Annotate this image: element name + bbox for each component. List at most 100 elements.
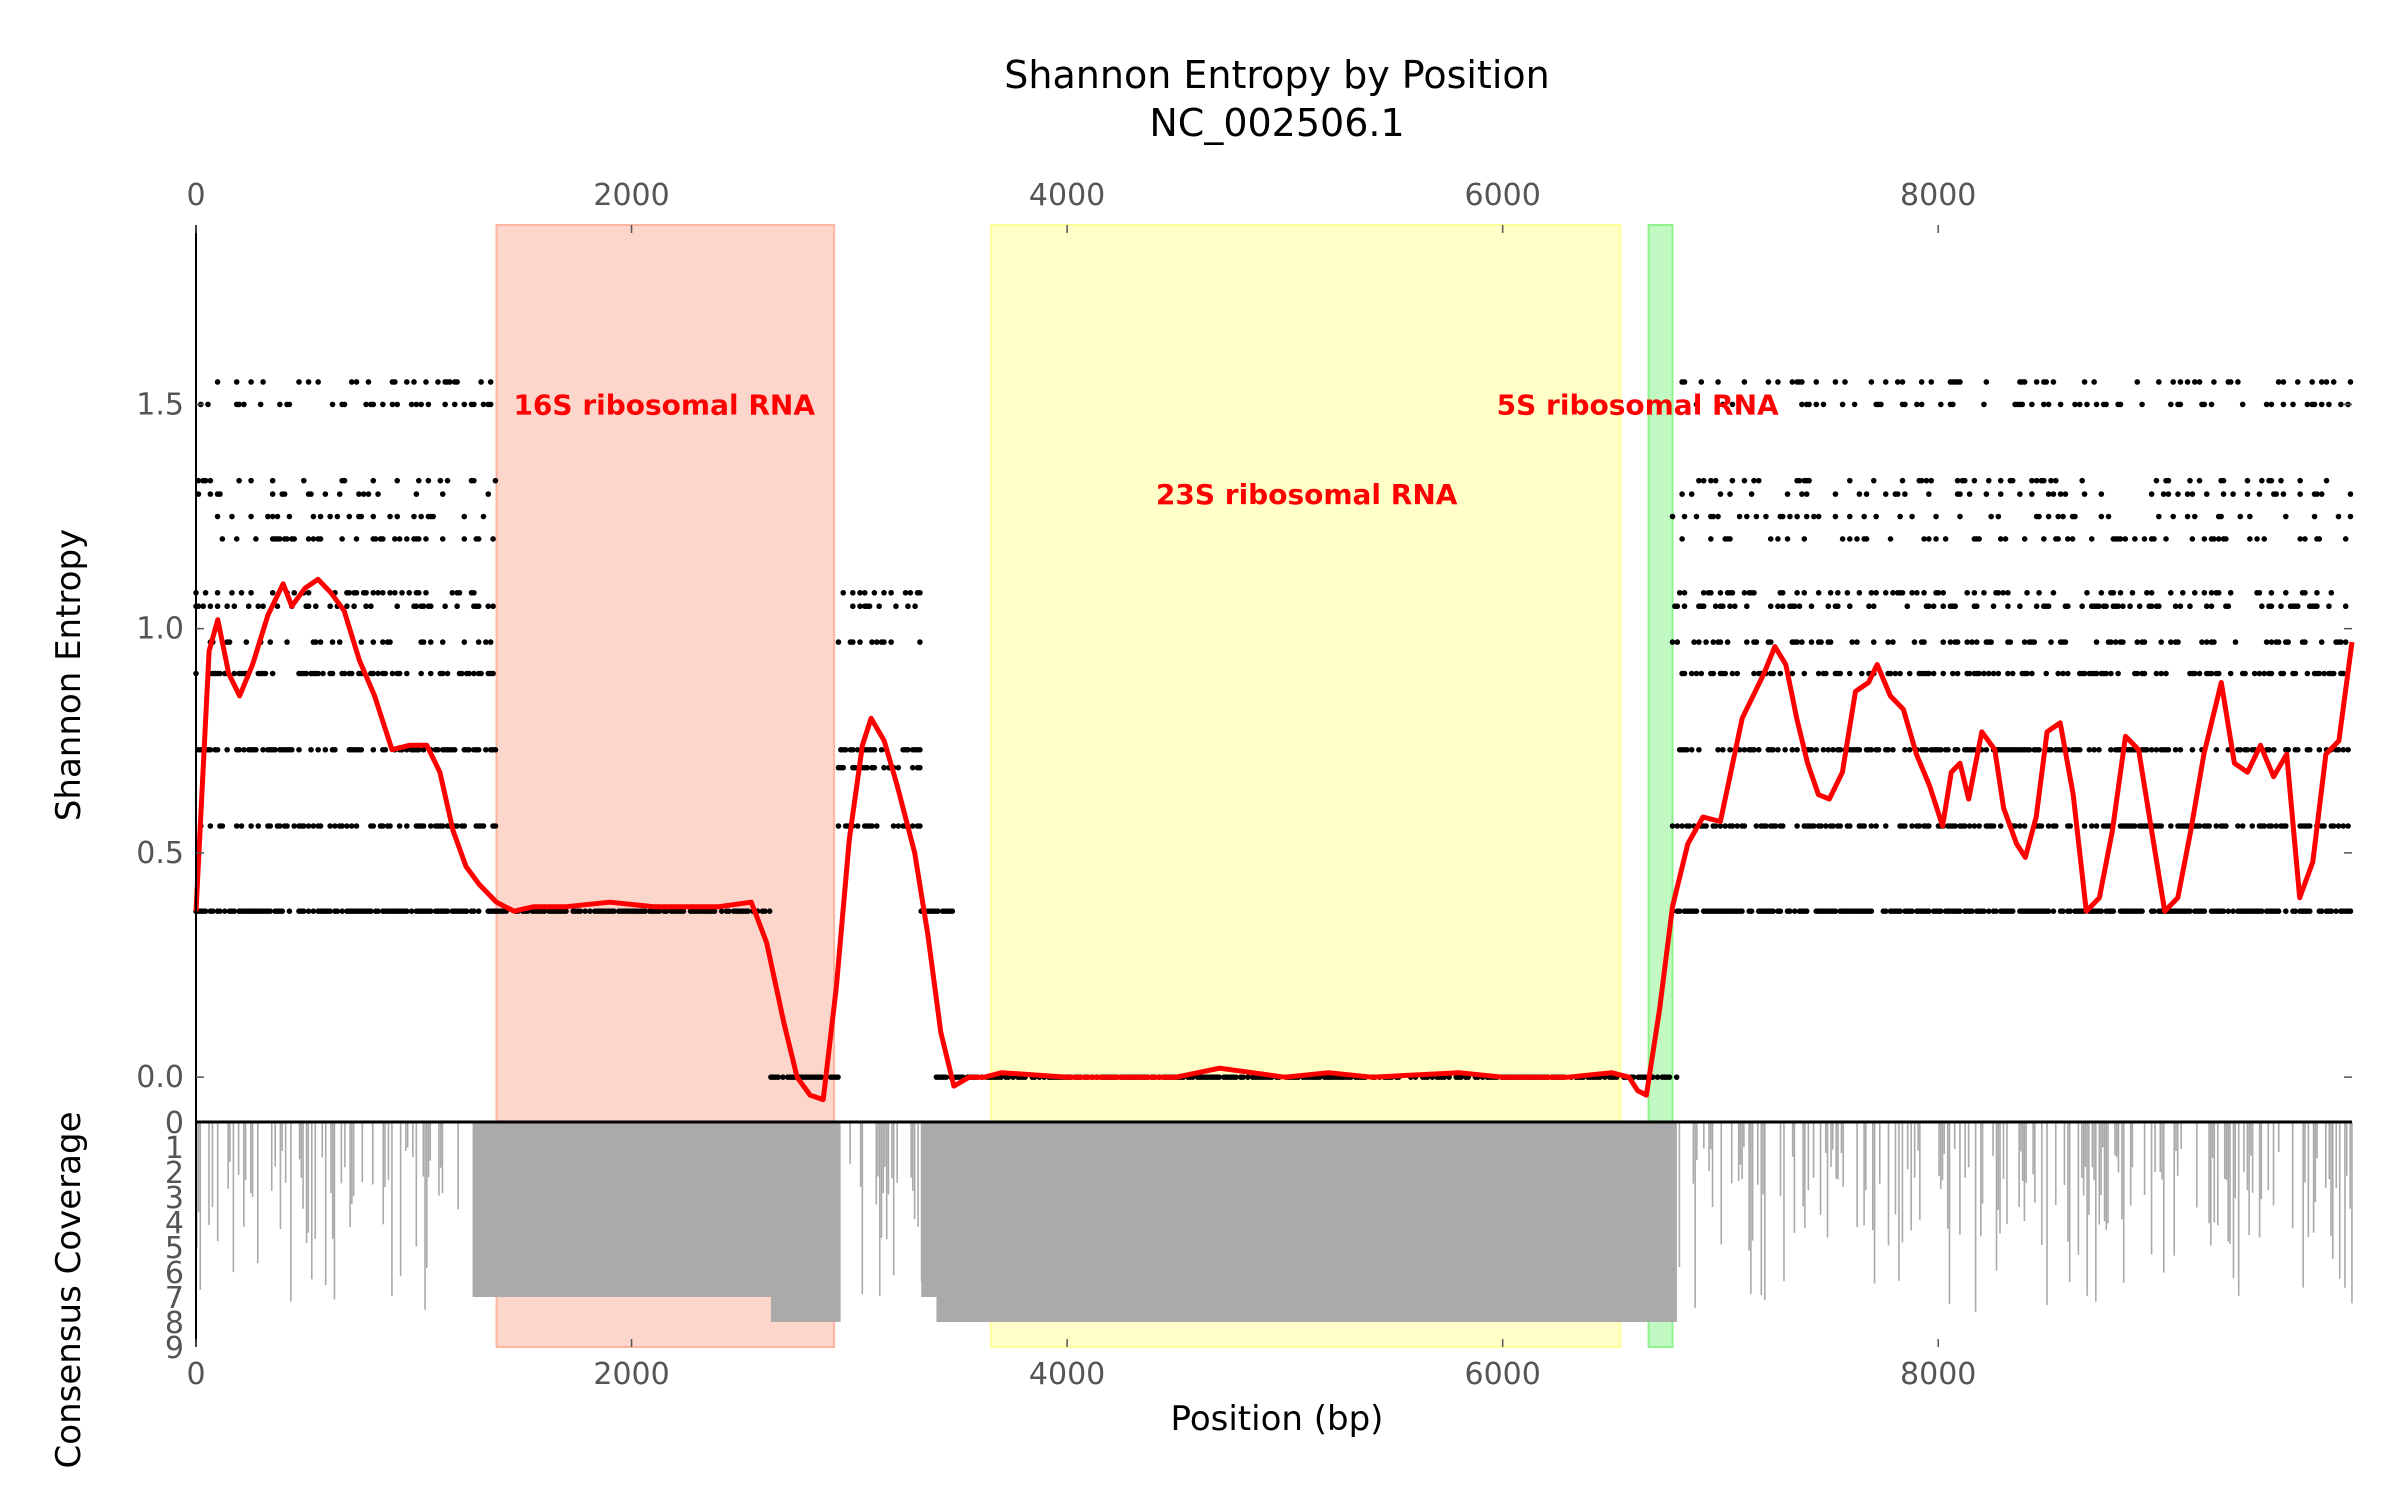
entropy-point <box>2050 491 2057 497</box>
coverage-bar <box>1941 1122 1944 1181</box>
entropy-point <box>1983 491 1990 497</box>
entropy-point <box>231 908 238 915</box>
entropy-point <box>857 603 863 610</box>
entropy-point <box>408 908 415 915</box>
coverage-bar <box>1837 1122 1839 1180</box>
entropy-point <box>1724 639 1731 645</box>
entropy-point <box>451 746 458 753</box>
entropy-point <box>346 513 353 520</box>
entropy-point <box>2060 513 2066 520</box>
entropy-point <box>1753 513 1760 520</box>
entropy-point <box>312 603 319 610</box>
entropy-point <box>284 536 290 542</box>
coverage-bar <box>208 1122 210 1226</box>
entropy-point <box>888 639 894 645</box>
entropy-point <box>1868 589 1875 596</box>
coverage-block-6 <box>921 1122 937 1297</box>
entropy-point <box>2282 908 2289 915</box>
coverage-bar <box>405 1122 407 1152</box>
entropy-point <box>2294 746 2301 753</box>
entropy-point <box>2318 401 2325 408</box>
entropy-point <box>2036 513 2042 520</box>
entropy-point <box>2306 823 2313 829</box>
entropy-point <box>1813 746 1820 753</box>
entropy-point <box>2057 491 2064 497</box>
entropy-point <box>2318 908 2325 915</box>
entropy-point <box>1681 589 1688 596</box>
entropy-point <box>1899 589 1906 596</box>
coverage-bar <box>1804 1122 1806 1229</box>
entropy-point <box>1954 746 1961 753</box>
coverage-bar <box>2018 1122 2020 1207</box>
entropy-point <box>1873 823 1879 829</box>
entropy-point <box>1947 639 1954 645</box>
x-tick-bottom-label: 2000 <box>593 1357 669 1392</box>
coverage-bar <box>2227 1122 2230 1242</box>
entropy-point <box>2208 603 2215 610</box>
entropy-point <box>881 639 887 645</box>
entropy-point <box>2117 401 2124 408</box>
coverage-bar <box>877 1122 879 1177</box>
coverage-bar <box>1995 1122 1998 1271</box>
entropy-point <box>363 589 369 596</box>
coverage-bar <box>251 1122 254 1197</box>
entropy-point <box>2084 401 2090 408</box>
entropy-point <box>2120 603 2126 610</box>
coverage-bar <box>1720 1122 1723 1245</box>
coverage-bar <box>1791 1122 1794 1157</box>
coverage-bar <box>1863 1122 1865 1226</box>
entropy-point <box>2318 379 2325 385</box>
entropy-point <box>310 908 317 915</box>
entropy-point <box>2153 670 2160 677</box>
coverage-bar <box>884 1122 886 1167</box>
entropy-point <box>2031 639 2038 645</box>
entropy-point <box>442 603 448 610</box>
entropy-point <box>1964 589 1970 596</box>
coverage-bar <box>321 1122 324 1158</box>
entropy-point <box>1811 823 1817 829</box>
entropy-point <box>1722 823 1729 829</box>
entropy-point <box>492 823 499 829</box>
entropy-point <box>2096 603 2102 610</box>
entropy-point <box>200 603 206 610</box>
entropy-point <box>2156 513 2162 520</box>
coverage-bar <box>1703 1122 1705 1149</box>
entropy-point <box>372 536 379 542</box>
entropy-point <box>2282 823 2289 829</box>
entropy-point <box>2060 670 2066 677</box>
entropy-point <box>1933 513 1939 520</box>
coverage-bar <box>1694 1122 1696 1308</box>
entropy-point <box>368 908 374 915</box>
entropy-point <box>1794 746 1800 753</box>
entropy-point <box>2268 401 2275 408</box>
entropy-point <box>2244 746 2251 753</box>
coverage-bar <box>1887 1122 1890 1246</box>
entropy-point <box>1681 379 1688 385</box>
entropy-point <box>466 746 472 753</box>
entropy-point <box>2038 823 2045 829</box>
entropy-point <box>1985 908 1992 915</box>
entropy-point <box>2316 536 2323 542</box>
coverage-bar <box>1824 1122 1827 1153</box>
entropy-point <box>587 908 593 915</box>
entropy-point <box>2290 401 2296 408</box>
region-label-1: 16S ribosomal RNA <box>513 388 815 421</box>
coverage-block-7 <box>936 1122 1677 1322</box>
entropy-point <box>2122 536 2129 542</box>
coverage-bar <box>1840 1122 1843 1154</box>
entropy-point <box>1729 589 1736 596</box>
entropy-point <box>2239 401 2246 408</box>
entropy-point <box>375 589 381 596</box>
entropy-point <box>1815 589 1822 596</box>
entropy-point <box>917 823 923 829</box>
entropy-point <box>1902 491 1908 497</box>
entropy-point <box>427 670 434 677</box>
coverage-bar <box>2086 1122 2088 1296</box>
entropy-point <box>2189 746 2196 753</box>
coverage-bar <box>1750 1122 1752 1294</box>
entropy-point <box>2060 908 2066 915</box>
entropy-point <box>2177 401 2184 408</box>
entropy-point <box>857 639 863 645</box>
entropy-point <box>1839 536 1846 542</box>
entropy-point <box>2110 908 2117 915</box>
